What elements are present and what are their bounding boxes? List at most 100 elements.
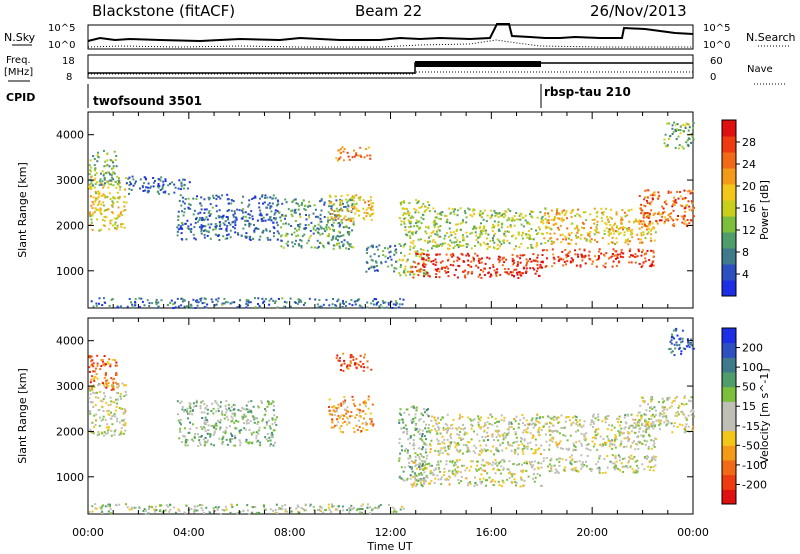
power-cell [630, 208, 633, 211]
power-cell [576, 213, 579, 215]
velocity-cell [660, 419, 663, 422]
velocity-cell [593, 436, 596, 439]
power-cell [266, 236, 269, 239]
power-cell [567, 255, 570, 257]
power-cell [469, 232, 472, 235]
velocity-cell [445, 463, 448, 466]
power-cell [157, 178, 160, 180]
power-cell [427, 259, 430, 262]
velocity-cell [91, 421, 94, 424]
velocity-cell [343, 420, 346, 423]
velocity-cell [347, 410, 350, 413]
power-cell [487, 233, 490, 236]
velocity-cell [412, 444, 414, 447]
velocity-cell [614, 455, 617, 457]
power-cell [110, 183, 112, 186]
velocity-cell [687, 425, 690, 428]
velocity-cell [97, 431, 100, 433]
power-cell [666, 217, 669, 220]
velocity-cell [575, 460, 578, 463]
power-cell [607, 257, 610, 260]
velocity-cell [627, 436, 629, 438]
power-cell [594, 239, 596, 242]
power-cell [645, 225, 647, 227]
power-colorbar-segment [722, 232, 736, 249]
power-cell [497, 239, 500, 242]
power-cell [363, 218, 366, 221]
power-cell [117, 184, 120, 187]
power-cell [404, 229, 407, 232]
power-cell [573, 227, 576, 230]
velocity-cell [447, 447, 450, 450]
power-cell [393, 253, 396, 256]
power-cell [672, 203, 675, 206]
velocity-cell [510, 449, 513, 452]
velocity-cell [691, 429, 694, 432]
velocity-cell [210, 424, 213, 427]
power-cell [420, 206, 423, 209]
power-cell [602, 264, 605, 267]
velocity-cell [550, 430, 553, 433]
velocity-cell [192, 423, 194, 426]
power-cell [517, 218, 520, 221]
power-cell [475, 234, 478, 237]
power-cell [469, 214, 472, 216]
power-cell [106, 171, 109, 174]
velocity-cell [362, 427, 364, 430]
velocity-cell [446, 413, 449, 416]
power-cell [692, 127, 694, 129]
power-cell [103, 165, 106, 168]
velocity-cell [536, 413, 539, 416]
power-cell [623, 231, 626, 234]
velocity-cell [437, 428, 440, 431]
velocity-cell [198, 436, 201, 438]
velocity-cell [520, 478, 523, 481]
power-cell [180, 181, 183, 184]
power-cell [507, 208, 510, 211]
velocity-cell [531, 423, 533, 426]
power-cell [438, 270, 441, 273]
power-cell [350, 217, 353, 220]
power-cell [404, 212, 407, 215]
power-cell [214, 228, 217, 231]
power-cell [663, 201, 666, 204]
power-cell [132, 178, 135, 181]
velocity-cell [108, 358, 111, 361]
power-cell [664, 216, 667, 219]
power-cell [353, 195, 356, 198]
power-cell [620, 251, 623, 254]
velocity-cell [683, 395, 686, 398]
velocity-cell [402, 470, 405, 473]
velocity-cell [501, 485, 503, 488]
velocity-cell [583, 464, 586, 466]
power-colorbar-segment [722, 264, 736, 281]
velocity-cell [414, 452, 417, 455]
power-cell [336, 242, 338, 245]
power-cell [493, 241, 496, 244]
power-cell [348, 158, 351, 161]
power-cell [473, 212, 475, 215]
velocity-cell [506, 468, 509, 471]
power-cell [560, 217, 563, 220]
velocity-cell [604, 471, 607, 474]
velocity-cell [199, 443, 202, 446]
velocity-cell [594, 417, 597, 420]
power-cell [409, 230, 412, 233]
power-cell [398, 243, 401, 245]
power-cell [262, 229, 265, 232]
power-cell [610, 208, 612, 211]
power-cell [478, 261, 481, 264]
velocity-cell [615, 435, 617, 438]
power-cell [536, 260, 539, 263]
power-cell [589, 213, 592, 216]
power-cell [466, 252, 469, 255]
power-cell [177, 210, 180, 213]
velocity-cell [611, 454, 614, 457]
velocity-cell [458, 434, 461, 436]
power-cell [104, 160, 107, 163]
power-cell [515, 268, 518, 271]
power-cell [422, 249, 425, 251]
velocity-cell [512, 428, 515, 430]
velocity-cell [521, 443, 524, 446]
